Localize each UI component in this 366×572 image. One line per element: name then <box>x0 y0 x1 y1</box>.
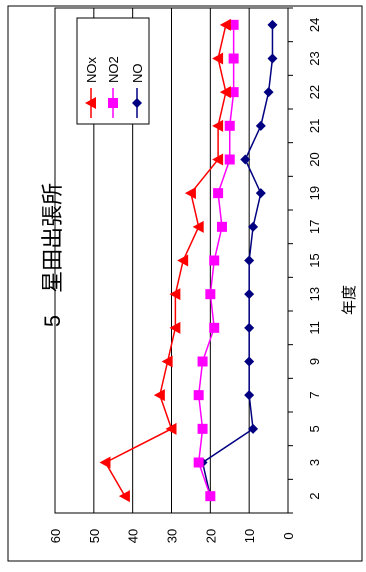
data-point-no2 <box>224 154 235 165</box>
data-point-no <box>244 356 255 367</box>
data-point-no <box>244 289 255 300</box>
data-point-no2 <box>213 188 224 199</box>
x-tick-label: 9 <box>307 358 322 365</box>
x-tick-label: 7 <box>307 392 322 399</box>
y-tick-label: 60 <box>48 529 63 543</box>
data-point-nox <box>212 52 224 65</box>
x-tick-label: 19 <box>307 186 322 200</box>
data-point-nox <box>165 422 177 435</box>
legend-label-no: NO <box>130 64 145 84</box>
data-point-no2 <box>228 19 239 30</box>
data-point-no2 <box>224 120 235 131</box>
data-point-no2 <box>205 491 216 502</box>
data-point-nox <box>192 220 204 233</box>
y-tick-label: 0 <box>281 532 296 539</box>
legend-marker-nox <box>85 97 96 109</box>
data-point-nox <box>219 18 231 31</box>
data-point-nox <box>212 153 224 166</box>
legend-marker-no2 <box>108 98 118 108</box>
data-point-no2 <box>193 457 204 468</box>
data-point-no <box>244 390 255 401</box>
data-point-no <box>255 188 266 199</box>
data-point-no2 <box>197 356 208 367</box>
x-tick-label: 21 <box>307 119 322 133</box>
data-point-no <box>248 423 259 434</box>
series-nox <box>99 18 231 503</box>
data-point-no2 <box>193 390 204 401</box>
data-point-nox <box>161 355 173 368</box>
data-point-no2 <box>209 322 220 333</box>
legend: NO NO2 NOx <box>76 17 150 125</box>
data-point-nox <box>169 288 181 301</box>
data-point-no2 <box>197 423 208 434</box>
x-tick-label: 20 <box>307 152 322 166</box>
data-point-nox <box>169 321 181 334</box>
y-tick-label: 20 <box>203 529 218 543</box>
data-point-no2 <box>228 53 239 64</box>
x-tick-label: 5 <box>307 425 322 432</box>
x-tick-label: 22 <box>307 85 322 99</box>
x-tick-label: 2 <box>307 493 322 500</box>
x-axis-label: 年度 <box>341 285 358 315</box>
x-tick-label: 17 <box>307 220 322 234</box>
series-no2 <box>193 19 239 502</box>
data-point-no2 <box>228 87 239 98</box>
legend-label-no2: NO2 <box>106 56 121 83</box>
x-tick-label: 23 <box>307 51 322 65</box>
series-no <box>197 19 278 502</box>
data-point-no <box>240 154 251 165</box>
legend-item-nox: NOx <box>84 57 99 118</box>
legend-marker-no <box>132 98 142 108</box>
x-tick-label: 15 <box>307 253 322 267</box>
data-point-nox <box>153 389 165 402</box>
data-point-nox <box>99 456 111 469</box>
y-tick-label: 40 <box>126 529 141 543</box>
data-point-nox <box>212 119 224 132</box>
data-point-nox <box>118 490 130 503</box>
legend-item-no2: NO2 <box>106 56 121 118</box>
data-point-no2 <box>216 221 227 232</box>
data-point-no <box>244 255 255 266</box>
data-point-no <box>244 322 255 333</box>
data-point-nox <box>219 86 231 99</box>
legend-item-no: NO <box>130 64 145 118</box>
x-tick-label: 11 <box>307 321 322 335</box>
data-point-no2 <box>205 289 216 300</box>
data-point-no2 <box>209 255 220 266</box>
legend-label-nox: NOx <box>84 57 99 84</box>
data-point-no <box>267 53 278 64</box>
y-tick-label: 50 <box>87 529 102 543</box>
data-point-no <box>267 19 278 30</box>
y-tick-label: 10 <box>242 529 257 543</box>
x-tick-label: 24 <box>307 18 322 32</box>
data-point-no <box>248 221 259 232</box>
data-point-no <box>263 87 274 98</box>
data-point-nox <box>177 254 189 267</box>
y-tick-label: 30 <box>165 529 180 543</box>
x-tick-label: 13 <box>307 287 322 301</box>
data-point-nox <box>184 187 196 200</box>
chart-title: 5 星田出張所 <box>40 183 65 327</box>
data-point-no <box>255 120 266 131</box>
x-tick-label: 3 <box>307 459 322 466</box>
